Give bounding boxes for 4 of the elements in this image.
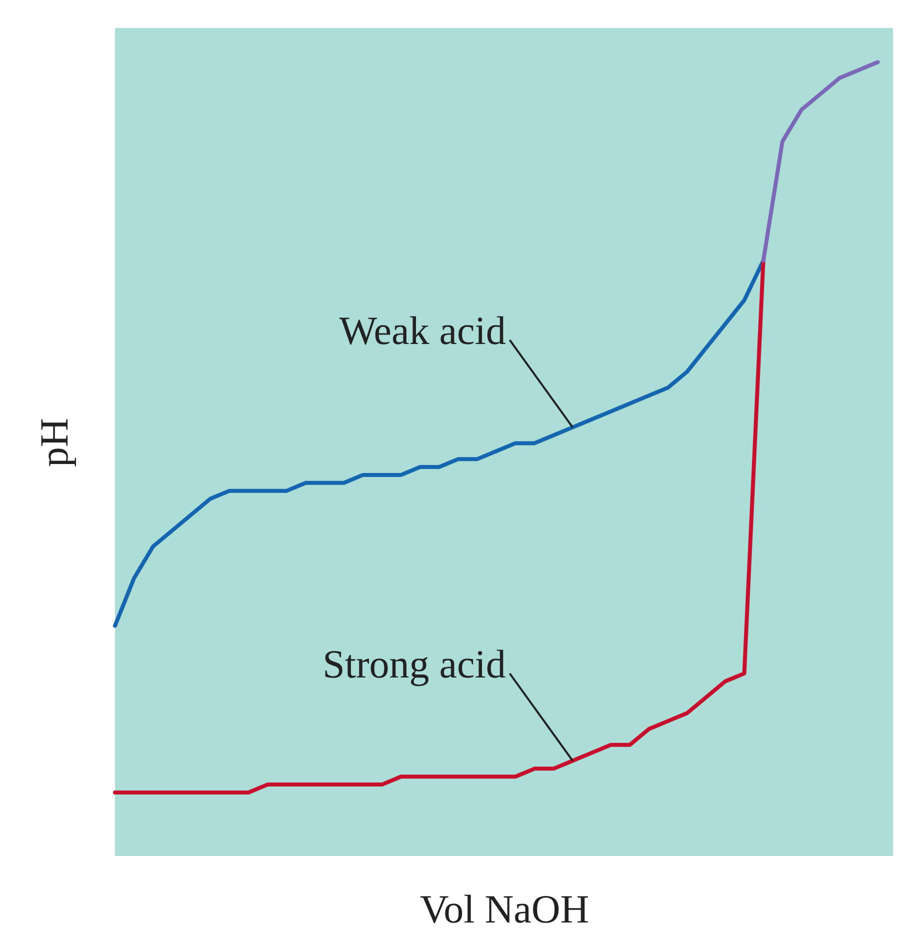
- text: Weak acid: [339, 308, 506, 354]
- text: Strong acid: [322, 641, 506, 686]
- x-axis-title: Vol NaOH: [420, 886, 590, 932]
- y-axis-title: pH: [32, 418, 76, 467]
